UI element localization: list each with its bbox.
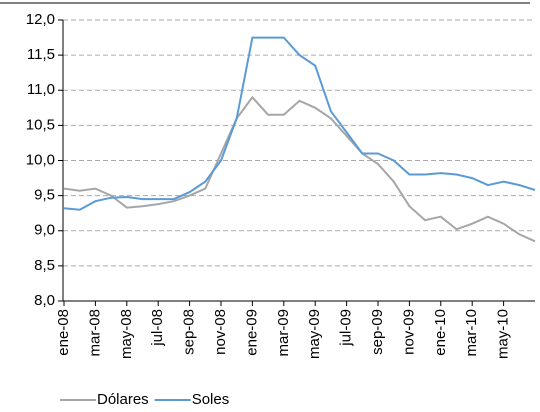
y-tick-label: 12,0	[26, 11, 55, 28]
x-tick-label: ene-09	[243, 309, 260, 356]
x-tick-label: may-09	[306, 309, 323, 359]
x-tick-label: mar-09	[275, 309, 292, 357]
y-tick-label: 10,0	[26, 151, 55, 168]
x-tick-label: sep-09	[369, 309, 386, 355]
legend-label: Dólares	[97, 391, 149, 408]
series-line	[63, 36, 536, 211]
y-tick-label: 8,5	[34, 257, 55, 274]
x-tick-label: nov-09	[400, 309, 417, 355]
y-tick-label: 9,0	[34, 222, 55, 239]
series-line	[63, 95, 536, 243]
x-tick-label: jul-09	[338, 309, 355, 347]
y-tick-label: 9,5	[34, 187, 55, 204]
y-tick-label: 11,0	[27, 81, 55, 98]
x-tick-label: mar-10	[463, 309, 480, 357]
legend-label: Soles	[192, 391, 230, 408]
y-tick-label: 10,5	[26, 116, 55, 133]
x-tick-label: jul-08	[149, 309, 166, 347]
x-tick-label: may-10	[495, 309, 512, 359]
y-tick-label: 8,0	[34, 292, 55, 309]
x-tick-label: mar-08	[86, 309, 103, 357]
x-tick-label: nov-08	[212, 309, 229, 355]
x-tick-label: sep-08	[181, 309, 198, 355]
x-tick-label: may-08	[118, 309, 135, 359]
x-tick-label: ene-08	[55, 309, 72, 356]
y-tick-label: 11,5	[27, 46, 55, 63]
x-tick-label: ene-10	[432, 309, 449, 356]
